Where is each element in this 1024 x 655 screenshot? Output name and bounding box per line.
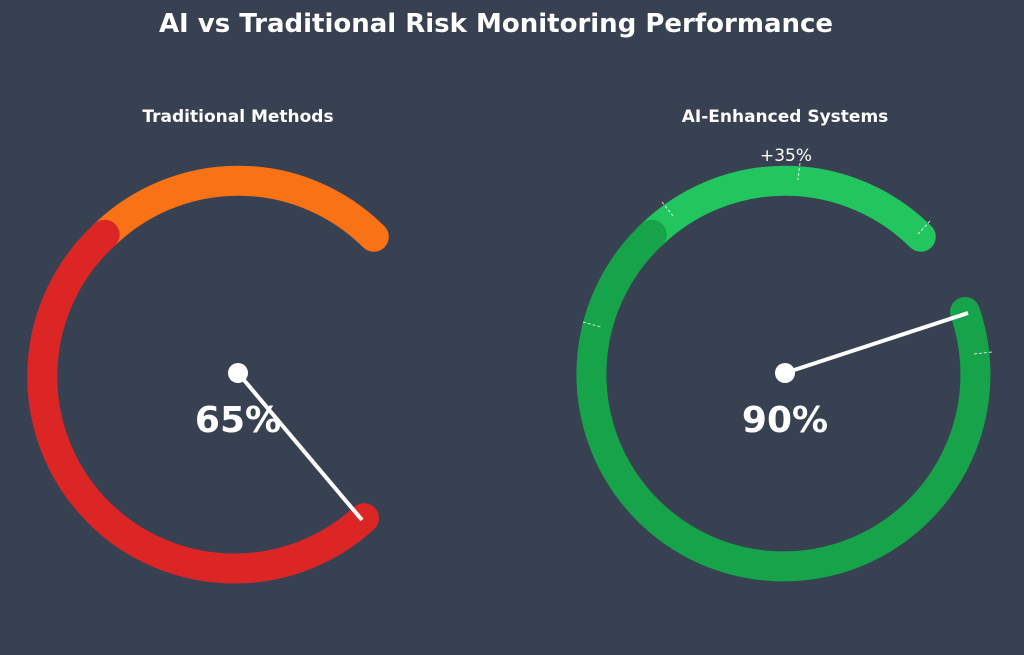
gauge-traditional-title: Traditional Methods (142, 107, 333, 127)
gauge-traditional-value: 65% (195, 400, 281, 441)
gauge-ai-tick (661, 201, 674, 217)
gauge-traditional-hub (228, 363, 248, 383)
gauge-traditional-arc-orange (89, 165, 389, 252)
gauge-ai-tick (582, 321, 602, 328)
gauge-traditional-needle (236, 371, 364, 522)
gauge-ai-arc-light (636, 165, 936, 252)
gauge-traditional: Traditional Methods 65% (27, 107, 389, 584)
gauge-ai-annotation: +35% (760, 146, 812, 166)
gauge-traditional-arc-red (27, 219, 379, 584)
gauge-ai-needle (784, 311, 969, 375)
chart-title: AI vs Traditional Risk Monitoring Perfor… (159, 9, 833, 39)
gauge-ai-tick (797, 162, 801, 181)
gauge-ai-arc-dark (576, 219, 991, 582)
gauge-ai-title: AI-Enhanced Systems (682, 107, 889, 127)
gauge-ai-hub (775, 363, 795, 383)
gauge-ai: AI-Enhanced Systems +35% 90% (576, 107, 993, 582)
gauge-ai-tick (973, 351, 993, 355)
gauge-ai-tick (917, 220, 931, 235)
gauge-ai-value: 90% (742, 400, 828, 441)
